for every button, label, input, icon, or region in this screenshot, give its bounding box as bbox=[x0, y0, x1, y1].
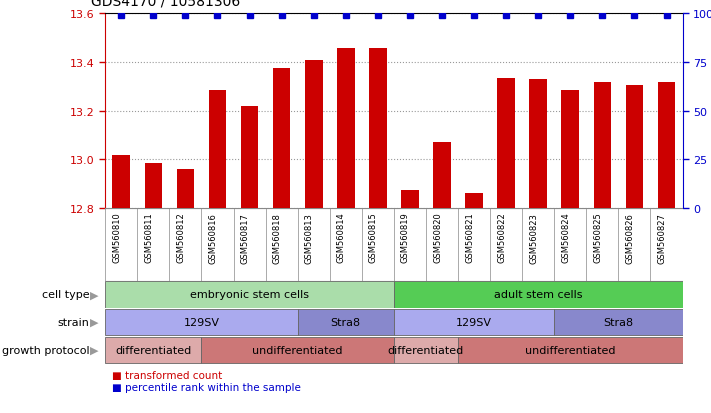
Text: differentiated: differentiated bbox=[387, 345, 464, 355]
Text: strain: strain bbox=[58, 317, 90, 328]
Text: 129SV: 129SV bbox=[183, 317, 220, 328]
Text: GSM560820: GSM560820 bbox=[433, 212, 442, 263]
Bar bbox=[626, 86, 643, 209]
Bar bbox=[337, 48, 355, 209]
Text: growth protocol: growth protocol bbox=[2, 345, 90, 355]
Text: undifferentiated: undifferentiated bbox=[525, 345, 616, 355]
Text: Stra8: Stra8 bbox=[604, 317, 634, 328]
Bar bbox=[112, 155, 130, 209]
Bar bbox=[105, 337, 201, 363]
Text: GSM560821: GSM560821 bbox=[465, 212, 474, 263]
Bar bbox=[497, 79, 515, 209]
Bar bbox=[369, 48, 387, 209]
Text: adult stem cells: adult stem cells bbox=[494, 290, 582, 300]
Bar bbox=[201, 337, 394, 363]
Bar bbox=[465, 194, 483, 209]
Bar bbox=[562, 91, 579, 209]
Text: GSM560823: GSM560823 bbox=[529, 212, 538, 263]
Text: GDS4170 / 10581306: GDS4170 / 10581306 bbox=[91, 0, 240, 8]
Text: GSM560824: GSM560824 bbox=[561, 212, 570, 263]
Text: GSM560819: GSM560819 bbox=[401, 212, 410, 263]
Bar bbox=[401, 190, 419, 209]
Bar bbox=[105, 281, 394, 308]
Text: ▶: ▶ bbox=[90, 290, 99, 300]
Text: GSM560812: GSM560812 bbox=[176, 212, 186, 263]
Text: embryonic stem cells: embryonic stem cells bbox=[190, 290, 309, 300]
Text: GSM560815: GSM560815 bbox=[369, 212, 378, 263]
Bar bbox=[594, 83, 611, 209]
Text: ▶: ▶ bbox=[90, 317, 99, 328]
Text: Stra8: Stra8 bbox=[331, 317, 361, 328]
Bar bbox=[298, 309, 394, 336]
Bar bbox=[658, 83, 675, 209]
Bar bbox=[458, 337, 683, 363]
Text: GSM560814: GSM560814 bbox=[337, 212, 346, 263]
Bar bbox=[555, 309, 683, 336]
Text: GSM560827: GSM560827 bbox=[658, 212, 666, 263]
Bar bbox=[394, 281, 683, 308]
Text: GSM560810: GSM560810 bbox=[112, 212, 122, 263]
Bar bbox=[433, 143, 451, 209]
Text: GSM560811: GSM560811 bbox=[144, 212, 154, 263]
Bar bbox=[273, 69, 291, 209]
Text: differentiated: differentiated bbox=[115, 345, 191, 355]
Bar bbox=[305, 61, 323, 209]
Text: cell type: cell type bbox=[42, 290, 90, 300]
Bar bbox=[176, 169, 194, 209]
Text: GSM560817: GSM560817 bbox=[240, 212, 250, 263]
Text: undifferentiated: undifferentiated bbox=[252, 345, 343, 355]
Text: ▶: ▶ bbox=[90, 345, 99, 355]
Text: GSM560825: GSM560825 bbox=[594, 212, 602, 263]
Text: GSM560816: GSM560816 bbox=[208, 212, 218, 263]
Bar bbox=[394, 309, 555, 336]
Text: 129SV: 129SV bbox=[456, 317, 492, 328]
Text: GSM560822: GSM560822 bbox=[497, 212, 506, 263]
Text: GSM560813: GSM560813 bbox=[305, 212, 314, 263]
Text: ■ transformed count: ■ transformed count bbox=[112, 370, 223, 380]
Bar bbox=[105, 309, 298, 336]
Bar bbox=[530, 80, 547, 209]
Bar bbox=[208, 91, 226, 209]
Text: GSM560818: GSM560818 bbox=[272, 212, 282, 263]
Bar bbox=[394, 337, 458, 363]
Text: ■ percentile rank within the sample: ■ percentile rank within the sample bbox=[112, 382, 301, 392]
Bar bbox=[241, 107, 258, 209]
Text: GSM560826: GSM560826 bbox=[626, 212, 634, 263]
Bar bbox=[144, 164, 162, 209]
